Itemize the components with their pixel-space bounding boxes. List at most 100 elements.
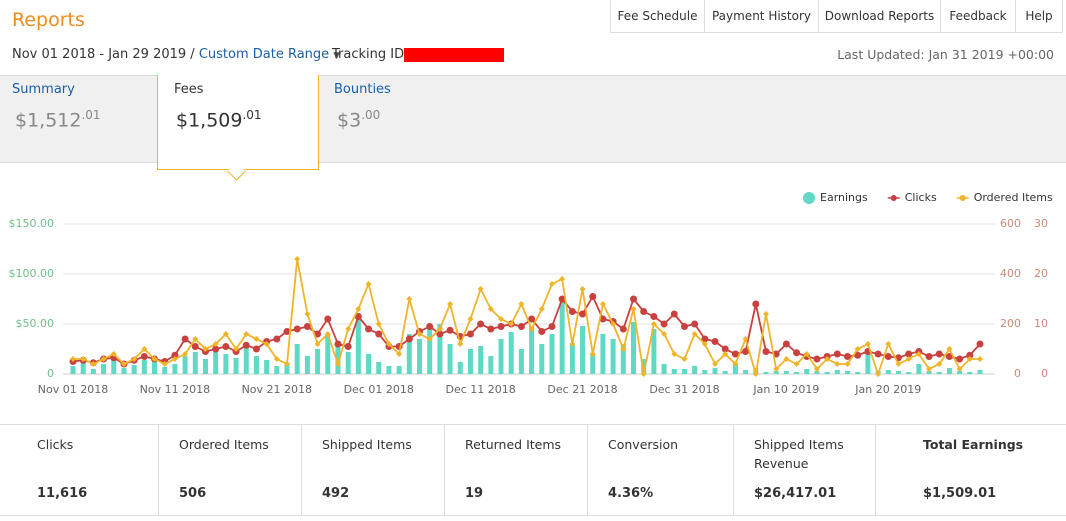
stat-cell: Conversion 4.36% bbox=[588, 425, 734, 515]
x-tick-label: Dec 11 2018 bbox=[445, 383, 515, 396]
point bbox=[854, 346, 861, 352]
point bbox=[436, 326, 443, 332]
bar bbox=[936, 372, 942, 374]
selected-tab[interactable] bbox=[157, 75, 319, 170]
point bbox=[467, 316, 474, 322]
bar bbox=[855, 372, 861, 374]
y3-tick-label: 10 bbox=[1034, 317, 1048, 330]
point bbox=[976, 340, 984, 348]
point bbox=[477, 286, 484, 292]
point bbox=[752, 371, 759, 377]
bar bbox=[478, 346, 484, 374]
bar bbox=[743, 370, 749, 374]
point bbox=[854, 351, 862, 359]
point bbox=[253, 336, 260, 342]
x-tick-label: Jan 10 2019 bbox=[752, 383, 819, 396]
bar bbox=[794, 372, 800, 374]
y3-tick-label: 0 bbox=[1041, 367, 1048, 380]
point bbox=[324, 315, 332, 323]
bar bbox=[467, 349, 473, 374]
bar bbox=[620, 344, 626, 374]
bar bbox=[845, 371, 851, 374]
point bbox=[874, 350, 882, 358]
point bbox=[875, 371, 882, 377]
tab-label[interactable]: Bounties bbox=[334, 82, 391, 97]
point bbox=[466, 330, 474, 338]
point bbox=[589, 293, 597, 300]
point bbox=[793, 361, 800, 367]
point bbox=[487, 306, 494, 312]
bar bbox=[895, 371, 901, 374]
point bbox=[508, 321, 515, 327]
point bbox=[925, 353, 933, 360]
point bbox=[70, 356, 76, 362]
bar bbox=[243, 346, 249, 374]
point bbox=[762, 348, 770, 355]
point bbox=[304, 311, 311, 317]
stat-label: Returned Items bbox=[465, 437, 562, 452]
y2-tick-label: 400 bbox=[1000, 267, 1021, 280]
x-tick-label: Dec 01 2018 bbox=[344, 383, 414, 396]
point bbox=[619, 325, 627, 333]
point bbox=[640, 308, 648, 315]
cents: .00 bbox=[361, 108, 381, 122]
bar bbox=[549, 334, 555, 374]
bar bbox=[569, 344, 575, 374]
point bbox=[650, 321, 657, 327]
line bbox=[72, 294, 981, 365]
point bbox=[945, 353, 953, 360]
stat-cell: Total Earnings $1,509.01 bbox=[876, 425, 1066, 515]
cents: .01 bbox=[242, 108, 262, 122]
date-link[interactable]: Custom Date Range bbox=[198, 47, 330, 62]
point bbox=[956, 355, 964, 363]
caret[interactable]: ▼ bbox=[333, 51, 341, 61]
point bbox=[426, 336, 433, 342]
bar bbox=[182, 356, 188, 374]
bar bbox=[834, 370, 840, 374]
amount: $1,512 bbox=[15, 109, 82, 132]
nav-button[interactable]: Fee Schedule bbox=[610, 0, 705, 33]
point bbox=[579, 310, 587, 318]
nav-button[interactable]: Help bbox=[1015, 0, 1063, 33]
point bbox=[885, 341, 892, 347]
bar bbox=[366, 354, 372, 374]
point bbox=[80, 356, 87, 362]
stat-label: Ordered Items bbox=[179, 437, 269, 452]
nav-button[interactable]: Payment History bbox=[704, 0, 819, 33]
bar bbox=[518, 349, 524, 374]
bar bbox=[345, 352, 351, 374]
point bbox=[324, 331, 331, 337]
point bbox=[355, 306, 362, 312]
nav-button[interactable]: Feedback bbox=[940, 0, 1016, 33]
y-tick-label: $50.00 bbox=[16, 317, 55, 330]
point bbox=[365, 325, 373, 333]
point bbox=[222, 331, 229, 337]
point bbox=[589, 351, 596, 357]
point bbox=[630, 306, 637, 312]
point bbox=[844, 361, 851, 367]
tab-label[interactable]: Summary bbox=[12, 82, 75, 97]
point bbox=[498, 316, 505, 322]
stat-value: $26,417.01 bbox=[754, 486, 837, 501]
bar bbox=[580, 326, 586, 374]
bar bbox=[957, 371, 963, 374]
bar bbox=[539, 344, 545, 374]
point bbox=[681, 356, 688, 362]
point bbox=[273, 335, 281, 343]
bar bbox=[559, 299, 565, 374]
point bbox=[273, 356, 280, 362]
point bbox=[405, 335, 413, 343]
bar bbox=[447, 344, 453, 374]
tab-label[interactable]: Fees bbox=[174, 82, 204, 97]
bar bbox=[437, 324, 443, 374]
bar bbox=[671, 369, 677, 374]
point bbox=[140, 353, 148, 360]
point bbox=[660, 320, 668, 328]
bar bbox=[610, 339, 616, 374]
point bbox=[263, 341, 270, 347]
point bbox=[936, 361, 943, 367]
tab-amount: $3.00 bbox=[337, 108, 380, 131]
point bbox=[701, 335, 709, 343]
nav-button[interactable]: Download Reports bbox=[818, 0, 941, 33]
bar bbox=[70, 366, 76, 374]
